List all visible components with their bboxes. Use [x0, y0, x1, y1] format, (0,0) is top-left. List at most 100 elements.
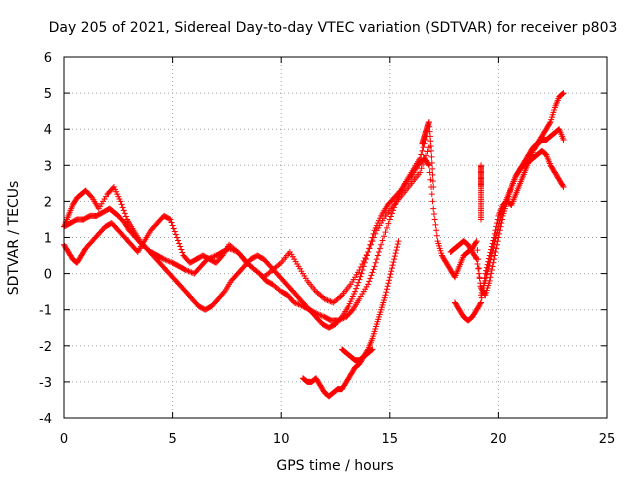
data-point: [378, 241, 385, 248]
data-point: [354, 282, 361, 289]
y-tick-label: 3: [44, 159, 52, 174]
data-point: [428, 147, 435, 154]
data-point: [386, 274, 393, 281]
data-point: [555, 126, 562, 133]
data-point: [559, 182, 566, 189]
data-point: [433, 232, 440, 239]
data-point: [211, 253, 218, 260]
data-point: [387, 271, 394, 278]
data-point: [480, 280, 487, 287]
data-point: [165, 257, 172, 264]
series-track-a: [61, 155, 432, 324]
data-point: [381, 233, 388, 240]
data-point: [369, 238, 376, 245]
data-point: [173, 234, 180, 241]
data-point: [390, 259, 397, 266]
data-point: [480, 285, 487, 292]
data-point: [321, 295, 328, 302]
x-tick-label: 10: [273, 432, 290, 447]
data-point: [168, 219, 175, 226]
data-point: [428, 159, 435, 166]
data-point: [170, 225, 177, 232]
data-point: [486, 252, 493, 259]
data-point: [323, 296, 330, 303]
series-track-g: [447, 147, 567, 299]
y-tick-label: -2: [39, 340, 52, 355]
x-tick-label: 25: [599, 432, 616, 447]
data-point: [489, 263, 496, 270]
data-point: [179, 249, 186, 256]
data-point: [478, 162, 485, 169]
chart-title: Day 205 of 2021, Sidereal Day-to-day VTE…: [49, 20, 618, 36]
data-point: [386, 277, 393, 284]
data-point: [491, 256, 498, 263]
data-point: [418, 165, 425, 172]
data-point: [478, 299, 485, 306]
data-point: [189, 269, 196, 276]
data-point: [475, 270, 482, 277]
data-point: [392, 250, 399, 257]
series-track-b: [61, 133, 430, 331]
data-point: [429, 165, 436, 172]
data-point: [325, 297, 332, 304]
data-point: [385, 220, 392, 227]
data-point: [121, 210, 128, 217]
data-point: [474, 247, 481, 254]
data-point: [385, 280, 392, 287]
data-point: [233, 247, 240, 254]
data-point: [430, 183, 437, 190]
data-point: [176, 240, 183, 247]
data-point: [328, 298, 335, 305]
data-point: [388, 268, 395, 275]
data-point: [494, 238, 501, 245]
data-point: [472, 254, 479, 261]
data-point: [291, 299, 298, 306]
data-point: [166, 258, 173, 265]
data-point: [420, 161, 427, 168]
data-point: [162, 256, 169, 263]
data-point: [383, 289, 390, 296]
data-point: [481, 275, 488, 282]
x-tick-label: 5: [168, 432, 176, 447]
data-point: [365, 281, 372, 288]
data-point: [493, 245, 500, 252]
y-tick-label: -1: [39, 304, 52, 319]
data-point: [472, 239, 479, 246]
data-point: [487, 249, 494, 256]
data-point: [491, 230, 498, 237]
data-point: [367, 241, 374, 248]
data-point: [389, 262, 396, 269]
data-point: [377, 245, 384, 252]
data-point: [118, 201, 125, 208]
data-point: [490, 237, 497, 244]
data-point: [391, 253, 398, 260]
data-point: [560, 183, 567, 190]
data-point: [476, 275, 483, 282]
data-point: [372, 259, 379, 266]
data-point: [369, 269, 376, 276]
data-point: [486, 277, 493, 284]
data-point: [358, 270, 365, 277]
data-point: [167, 216, 174, 223]
data-point: [428, 191, 435, 198]
data-point: [489, 240, 496, 247]
data-point: [117, 198, 124, 205]
data-point: [391, 256, 398, 263]
data-point: [184, 267, 191, 274]
x-tick-label: 20: [490, 432, 507, 447]
data-point: [430, 211, 437, 218]
data-point: [370, 266, 377, 273]
data-point: [320, 313, 327, 320]
data-point: [368, 272, 375, 279]
data-point: [386, 216, 393, 223]
data-point: [360, 257, 367, 264]
data-point: [374, 252, 381, 259]
data-point: [474, 260, 481, 267]
data-point: [388, 210, 395, 217]
data-point: [429, 171, 436, 178]
data-point: [429, 198, 436, 205]
data-point: [475, 265, 482, 272]
data-point: [560, 90, 567, 97]
data-point: [396, 188, 403, 195]
data-point: [372, 230, 379, 237]
